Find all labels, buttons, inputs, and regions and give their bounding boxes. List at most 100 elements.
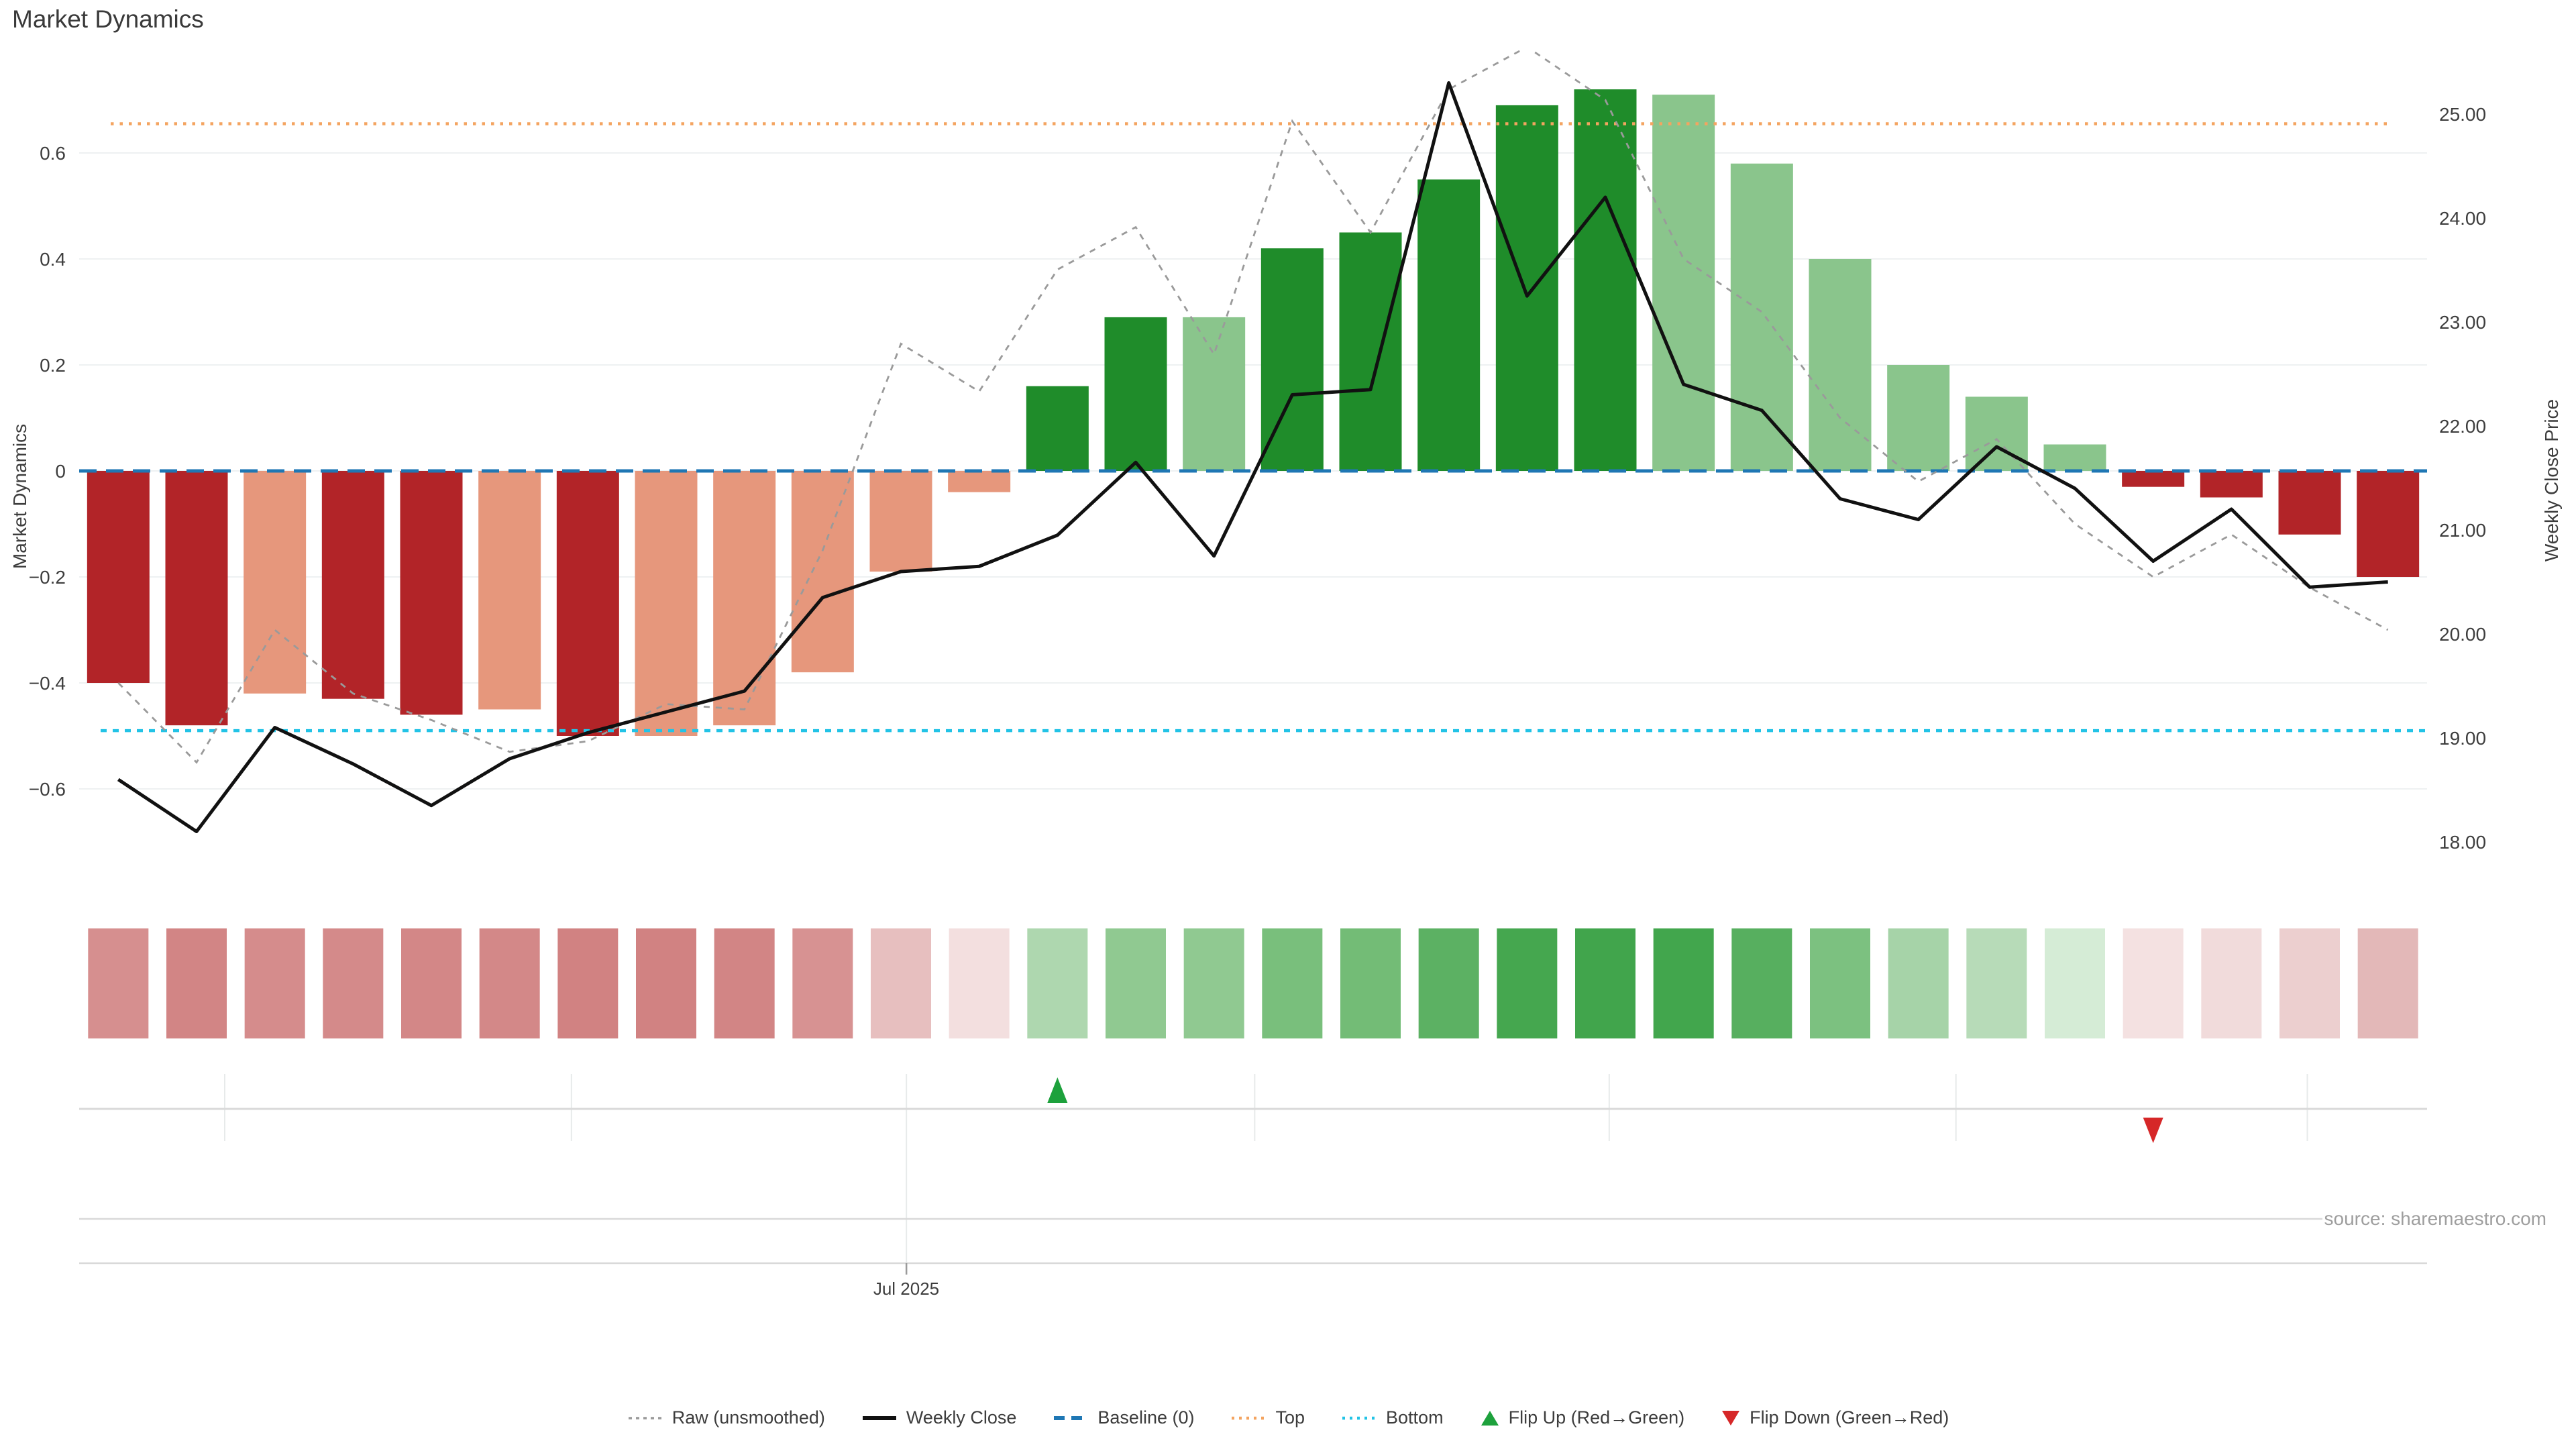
dynamics-bar	[1260, 248, 1324, 471]
weekly-legend-glyph	[861, 1412, 898, 1424]
dynamics-bar	[2122, 471, 2185, 487]
strip-cell	[1027, 928, 1088, 1038]
weekly-close-line	[117, 81, 2388, 833]
strip-cell	[2357, 928, 2418, 1038]
legend-item-label: Baseline (0)	[1097, 1407, 1195, 1428]
left-axis-title: Market Dynamics	[9, 423, 30, 570]
dynamics-bar	[1652, 95, 1715, 472]
strip-cell	[1106, 928, 1166, 1038]
strip-cell	[479, 928, 540, 1038]
left-axis-tick: −0.4	[29, 673, 66, 694]
legend-item-top: Top	[1230, 1407, 1305, 1428]
dynamics-bar	[1183, 317, 1246, 471]
legend-item-flip_up: Flip Up (Red→Green)	[1480, 1407, 1685, 1428]
dynamics-bar	[948, 471, 1011, 492]
legend-item-label: Weekly Close	[906, 1407, 1017, 1428]
right-axis-tick: 25.00	[2439, 104, 2486, 125]
strip-cell	[88, 928, 149, 1038]
legend-item-bottom: Bottom	[1341, 1407, 1444, 1428]
dynamics-bar	[321, 471, 384, 699]
dynamics-bar	[1965, 396, 2028, 471]
left-axis-tick: 0.4	[40, 249, 66, 270]
dynamics-bar	[713, 471, 776, 726]
top-legend-glyph	[1230, 1412, 1267, 1424]
dynamics-bar	[1574, 89, 1637, 471]
strip-cell	[1888, 928, 1949, 1038]
dynamics-bar	[635, 471, 698, 736]
legend-item-baseline: Baseline (0)	[1053, 1407, 1194, 1428]
strip-cell	[636, 928, 696, 1038]
dynamics-bar	[1339, 232, 1402, 471]
legend-item-label: Flip Up (Red→Green)	[1508, 1407, 1685, 1428]
page-title: Market Dynamics	[12, 5, 204, 33]
dynamics-bar	[2357, 471, 2420, 577]
strip-cell	[244, 928, 305, 1038]
legend-item-label: Raw (unsmoothed)	[672, 1407, 825, 1428]
strip-cell	[1575, 928, 1635, 1038]
legend-item-weekly: Weekly Close	[861, 1407, 1017, 1428]
strip-cell	[323, 928, 384, 1038]
strip-cell	[2045, 928, 2105, 1038]
strip-cell	[792, 928, 853, 1038]
dynamics-bar	[165, 471, 228, 726]
legend-item-flip_down: Flip Down (Green→Red)	[1721, 1407, 1949, 1428]
strip-cell	[557, 928, 619, 1038]
bottom-legend-glyph	[1341, 1412, 1377, 1424]
right-axis-tick: 21.00	[2439, 520, 2486, 541]
legend: Raw (unsmoothed) Weekly Close Baseline (0)…	[0, 1407, 2576, 1428]
dynamics-bar	[1104, 317, 1167, 471]
strip-cell	[2201, 928, 2262, 1038]
right-axis-tick: 20.00	[2439, 624, 2486, 645]
dynamics-bar	[87, 471, 150, 683]
strip-cell	[1183, 928, 1244, 1038]
dynamics-bar	[2278, 471, 2341, 535]
dynamics-bar	[1809, 259, 1872, 471]
dynamics-bar	[556, 471, 619, 736]
dynamics-bar	[1730, 163, 1793, 472]
dynamics-bar	[1495, 105, 1558, 471]
dynamics-bar	[791, 471, 854, 673]
dynamics-bar	[400, 471, 463, 715]
strip-cell	[1340, 928, 1401, 1038]
legend-item-label: Bottom	[1386, 1407, 1444, 1428]
dynamics-bar	[2043, 444, 2106, 471]
strip-cell	[2123, 928, 2184, 1038]
strip-cell	[1653, 928, 1714, 1038]
flip-up-marker	[1047, 1077, 1068, 1103]
strip-cell	[1810, 928, 1870, 1038]
dynamics-bar	[244, 471, 307, 694]
left-axis-tick: −0.6	[29, 779, 66, 800]
strip-cell	[401, 928, 462, 1038]
dynamics-bar	[2200, 471, 2263, 498]
dynamics-bar	[1026, 386, 1089, 471]
left-axis-tick: −0.2	[29, 567, 66, 588]
dynamics-bar	[1887, 365, 1950, 471]
strip-cell	[166, 928, 227, 1038]
dynamics-bar	[869, 471, 932, 572]
strip-cell	[871, 928, 931, 1038]
dynamics-bar	[478, 471, 541, 710]
raw-legend-glyph	[627, 1412, 663, 1424]
strip-cell	[949, 928, 1010, 1038]
x-axis-month-label: Jul 2025	[873, 1279, 940, 1299]
raw-line	[117, 50, 2389, 764]
right-axis-tick: 22.00	[2439, 416, 2486, 437]
flip_down-legend-glyph	[1721, 1409, 1741, 1427]
right-axis-tick: 23.00	[2439, 312, 2486, 333]
strip-cell	[1731, 928, 1792, 1038]
legend-item-label: Top	[1275, 1407, 1305, 1428]
left-axis-tick: 0	[55, 461, 66, 482]
legend-item-label: Flip Down (Green→Red)	[1750, 1407, 1949, 1428]
strip-cell	[1418, 928, 1479, 1038]
strip-cell	[714, 928, 775, 1038]
strip-cell	[1262, 928, 1323, 1038]
right-axis-tick: 19.00	[2439, 728, 2486, 749]
left-axis-tick: 0.6	[40, 143, 66, 164]
right-axis-title: Weekly Close Price	[2541, 398, 2562, 562]
strip-cell	[1497, 928, 1558, 1038]
legend-item-raw: Raw (unsmoothed)	[627, 1407, 825, 1428]
dynamics-bar	[1417, 179, 1481, 471]
right-axis-tick: 24.00	[2439, 208, 2486, 229]
